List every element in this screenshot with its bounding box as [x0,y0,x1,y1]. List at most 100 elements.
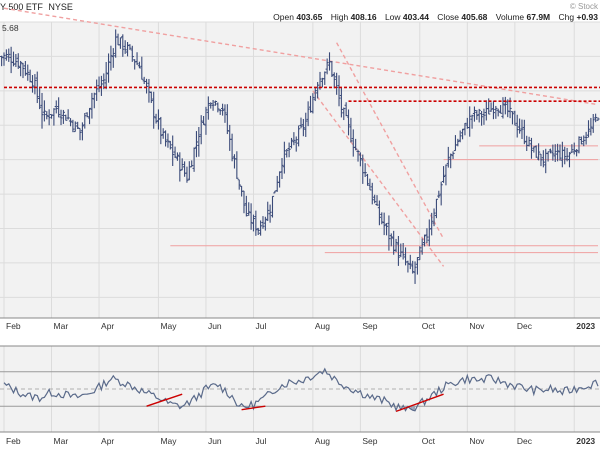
ohlc-readout: Open 403.65 High 408.16 Low 403.44 Close… [267,12,598,22]
open-key: Open [273,12,294,22]
ohlc-bar [218,109,222,115]
ohlc-bar [297,125,301,147]
ohlc-bar [408,254,412,270]
high-value: 408.16 [350,12,377,22]
ohlc-bar [140,56,144,80]
ohlc-bar [325,58,329,75]
ohlc-bar [0,55,4,67]
ohlc-bar [449,153,453,169]
low-value: 403.44 [402,12,429,22]
ohlc-bar [558,144,562,161]
month-tick-label-lower: Mar [54,436,69,446]
ohlc-bar [204,106,208,135]
ohlc-bar [14,53,18,68]
ohlc-bar [144,78,149,94]
trendline-long_downtrend [3,7,599,106]
ohlc-bar [173,146,177,159]
ohlc-bar [368,178,372,191]
month-tick-label: 2023 [576,321,595,331]
ohlc-bar [216,102,220,113]
ohlc-bar [358,152,362,167]
ohlc-bar [23,61,27,76]
ohlc-bar [586,120,591,138]
ohlc-bar [382,212,386,236]
ohlc-bar [21,62,25,79]
ohlc-bar [137,61,142,69]
ohlc-bar [354,138,358,151]
ohlc-bar [432,208,436,227]
volume-value: 67.9M [526,12,551,22]
ohlc-bar [406,260,410,273]
ohlc-bar [503,96,507,115]
ohlc-bar [102,73,106,90]
osc-line [3,367,599,412]
ohlc-bar [121,34,125,57]
osc-divergence-line [146,393,183,407]
ohlc-bar [68,118,73,127]
ohlc-bar [384,223,389,236]
ohlc-bar [237,179,241,190]
chg-value: +0.93 [576,12,598,22]
ohlc-bar [83,112,87,129]
ohlc-bar [7,48,11,62]
ohlc-bar [249,203,253,230]
ohlc-bar [213,100,218,106]
ohlc-bar [220,103,225,116]
osc-oversold-fill [412,406,416,411]
ohlc-bar [149,91,153,103]
month-tick-label-lower: Oct [422,436,436,446]
ohlc-bar [520,119,524,139]
month-tick-label-lower: Nov [469,436,485,446]
trendline-channel_upper [336,42,445,240]
month-tick-label-lower: Jul [255,436,266,446]
price-panel-bg [0,22,600,318]
ohlc-bar [206,96,210,120]
ohlc-bar [534,145,538,158]
ohlc-bar [292,132,296,146]
ohlc-bar [458,130,462,143]
ohlc-bar [373,194,377,204]
ohlc-bar [230,133,234,162]
ohlc-bar [254,210,258,236]
ohlc-bar [268,204,272,223]
osc-divergence-line [395,393,444,413]
ohlc-bar [57,97,61,118]
ohlc-bar [35,71,39,104]
ohlc-bar [422,234,427,247]
ohlc-bar [527,136,531,147]
ohlc-bar [201,116,206,125]
ohlc-bar [235,151,239,179]
ohlc-bar [304,112,308,137]
month-tick-label-lower: Jun [208,436,222,446]
oscillator-panel-bg [0,346,600,432]
ohlc-bar [513,110,517,126]
ohlc-bar [498,105,503,114]
ohlc-bar [494,105,498,119]
ohlc-bar [104,61,108,90]
ohlc-bar [456,138,460,147]
month-tick-label: May [160,321,177,331]
ohlc-bar [441,166,446,183]
ohlc-bar [111,48,115,68]
ohlc-bar [567,152,572,168]
ohlc-bar [128,44,132,50]
ohlc-bar [515,114,519,138]
month-tick-label: Aug [315,321,330,331]
month-tick-label: Nov [469,321,485,331]
ohlc-bar [394,238,398,252]
trendline-channel_lower [312,90,445,267]
ohlc-bar [479,110,484,126]
ohlc-bar [247,202,251,216]
last-value-label: 5.68 [2,23,19,33]
ohlc-bar [85,112,89,118]
ohlc-bar [413,261,417,284]
symbol-name: Y 500 ETF [0,2,43,12]
ohlc-bar [159,116,163,145]
ohlc-bar [282,141,286,174]
ohlc-bar [223,104,227,123]
ohlc-bar [344,102,348,117]
chg-key: Chg [558,12,575,22]
ohlc-bar [171,135,175,167]
close-key: Close [437,12,460,22]
osc-divergence-line [241,405,266,411]
